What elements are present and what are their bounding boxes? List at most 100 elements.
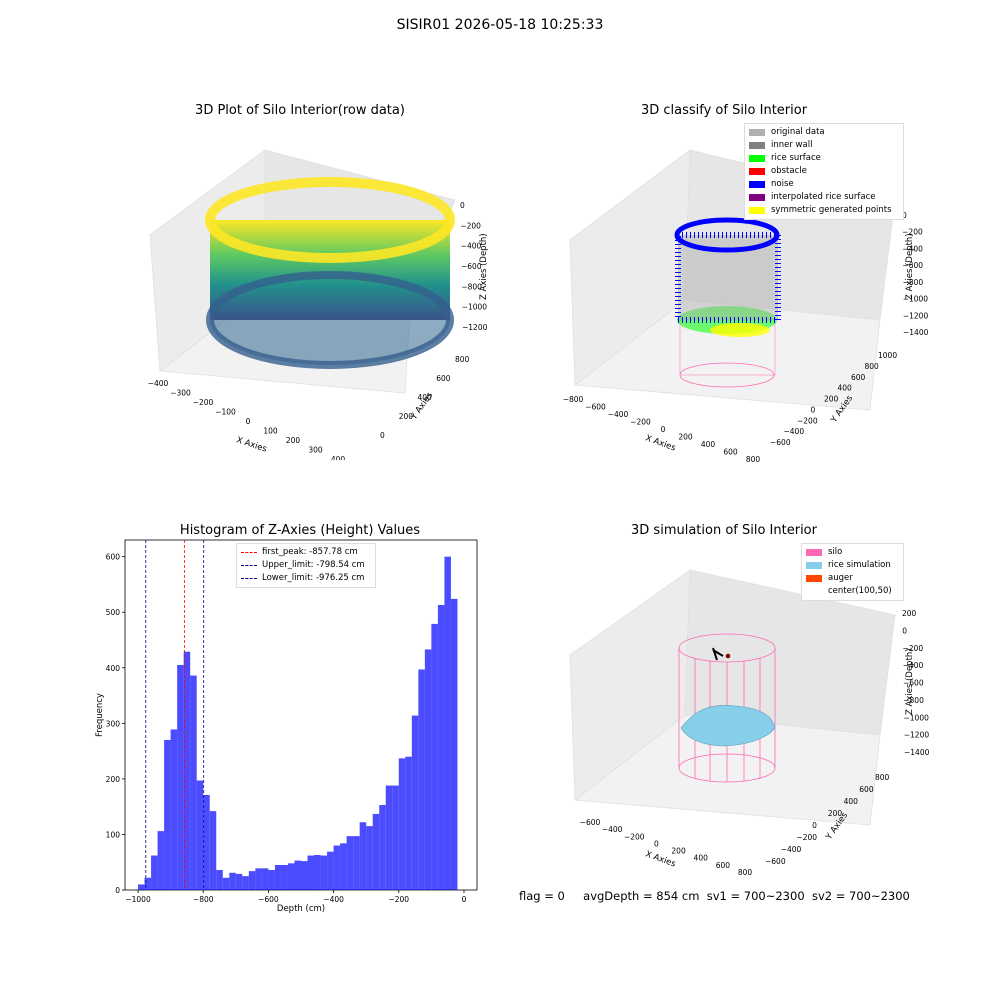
histogram-bar (177, 665, 184, 890)
axis-tick-label: 600 (859, 785, 874, 794)
legend-swatch (806, 549, 822, 556)
histogram-bar (333, 845, 341, 890)
histogram-bar (281, 865, 288, 890)
axis-tick-label: −800 (903, 278, 924, 287)
axis-tick-label: 400 (838, 384, 853, 393)
histogram-y-tick-label: 0 (115, 886, 120, 895)
histogram-bar (183, 651, 191, 890)
histogram-title: Histogram of Z-Axies (Height) Values (179, 523, 421, 538)
legend-item: silo (806, 546, 899, 559)
legend-item: inner wall (749, 139, 899, 152)
legend-item: auger (806, 572, 899, 585)
classify-silo-cloud (674, 217, 781, 388)
axis-tick-label: −1200 (462, 323, 488, 332)
legend-label: Lower_limit: -976.25 cm (262, 573, 365, 583)
status-line: flag = 0 avgDepth = 854 cm sv1 = 700~230… (519, 889, 910, 903)
axis-tick-label: −600 (770, 438, 791, 447)
axis-tick-label: 0 (812, 821, 817, 830)
axis-tick-label: 400 (418, 393, 433, 402)
axis-tick-label: 600 (436, 374, 451, 383)
axis-tick-label: −1400 (904, 748, 930, 757)
axis-tick-label: 200 (902, 609, 917, 618)
histogram-bar (301, 861, 308, 890)
axis-tick-label: −400 (784, 427, 805, 436)
axis-tick-label: −100 (215, 408, 236, 417)
histogram-bar (261, 868, 269, 890)
histogram-bar (190, 675, 197, 890)
axis-tick-label: 200 (824, 395, 839, 404)
legend-label: noise (771, 179, 794, 189)
figure-title: SISIR01 2026-05-18 10:25:33 (396, 17, 604, 33)
histogram-bar (431, 623, 438, 890)
histogram-bar (437, 605, 445, 890)
histogram-bar (424, 649, 432, 890)
axis-tick-label: 0 (460, 201, 465, 210)
axis-tick-label: 800 (746, 455, 761, 464)
histogram-bar (242, 876, 249, 890)
classify-zlabel: Z Axies (Depth) (905, 233, 915, 300)
axis-tick-label: 400 (701, 440, 716, 449)
axis-tick-label: −1200 (904, 731, 930, 740)
axis-tick-label: −1400 (903, 328, 929, 337)
histogram-x-tick-label: −400 (323, 895, 344, 904)
status-flag: flag = 0 (519, 889, 565, 903)
axis-tick-label: −200 (902, 228, 923, 237)
histogram-bar (235, 873, 243, 890)
simulation-3d-plot: −600−400−2000200400600800−600−400−200020… (569, 569, 930, 877)
histogram-bar (222, 877, 230, 890)
histogram-legend: first_peak: -857.78 cm Upper_limit: -798.… (236, 543, 376, 588)
histogram-bar (327, 851, 334, 890)
histogram-x-tick-label: −1000 (125, 895, 151, 904)
histogram-bar (216, 870, 223, 890)
legend-swatch (749, 129, 765, 136)
histogram-bar (418, 669, 425, 890)
axis-tick-label: −400 (903, 661, 924, 670)
histogram-bar (340, 843, 347, 890)
axis-tick-label: 0 (380, 431, 385, 440)
axis-tick-label: 800 (865, 362, 880, 371)
simulation-axes-box (569, 569, 896, 826)
legend-label: first_peak: -857.78 cm (262, 547, 358, 557)
axis-tick-label: −1200 (903, 311, 929, 320)
legend-label: original data (771, 127, 825, 137)
histogram-legend-item: Upper_limit: -798.54 cm (241, 559, 371, 572)
axis-tick-label: −200 (630, 418, 651, 427)
axis-tick-label: 200 (671, 847, 686, 856)
legend-dash-swatch (241, 565, 257, 566)
legend-label: obstacle (771, 166, 807, 176)
axis-tick-label: −400 (608, 410, 629, 419)
axis-tick-label: 600 (851, 373, 866, 382)
histogram-bar (307, 855, 315, 890)
legend-swatch (806, 562, 822, 569)
status-sv1: sv1 = 700~2300 (706, 889, 805, 903)
legend-label: auger (828, 573, 853, 583)
histogram-bar (170, 729, 178, 890)
legend-dash-swatch (241, 552, 257, 553)
axis-tick-label: 1000 (878, 351, 897, 360)
histogram-y-tick-label: 400 (106, 664, 121, 673)
axis-tick-label: −400 (148, 379, 169, 388)
histogram-bar (294, 860, 301, 890)
histogram-bar (287, 863, 295, 890)
histogram-bar (450, 598, 458, 890)
legend-item: center(100,50) (806, 585, 899, 598)
histogram-y-tick-label: 200 (106, 775, 121, 784)
histogram-y-tick-label: 100 (106, 830, 121, 839)
axis-tick-label: 800 (455, 355, 470, 364)
histogram-bar (196, 780, 204, 890)
legend-swatch (749, 194, 765, 201)
legend-item: noise (749, 178, 899, 191)
histogram-ylabel: Frequency (95, 693, 105, 737)
legend-item: symmetric generated points (749, 204, 899, 217)
legend-item: rice simulation (806, 559, 899, 572)
axis-tick-label: 800 (738, 868, 753, 877)
histogram-bar (157, 831, 165, 890)
axis-tick-label: −1000 (903, 295, 929, 304)
histogram-bar (164, 740, 171, 890)
axis-tick-label: 0 (902, 211, 907, 220)
raw-plot-title: 3D Plot of Silo Interior(row data) (195, 103, 405, 118)
histogram-x-tick-label: −800 (193, 895, 214, 904)
histogram-bar (268, 870, 275, 890)
axis-tick-label: −800 (563, 395, 584, 404)
axis-tick-label: 800 (875, 773, 890, 782)
